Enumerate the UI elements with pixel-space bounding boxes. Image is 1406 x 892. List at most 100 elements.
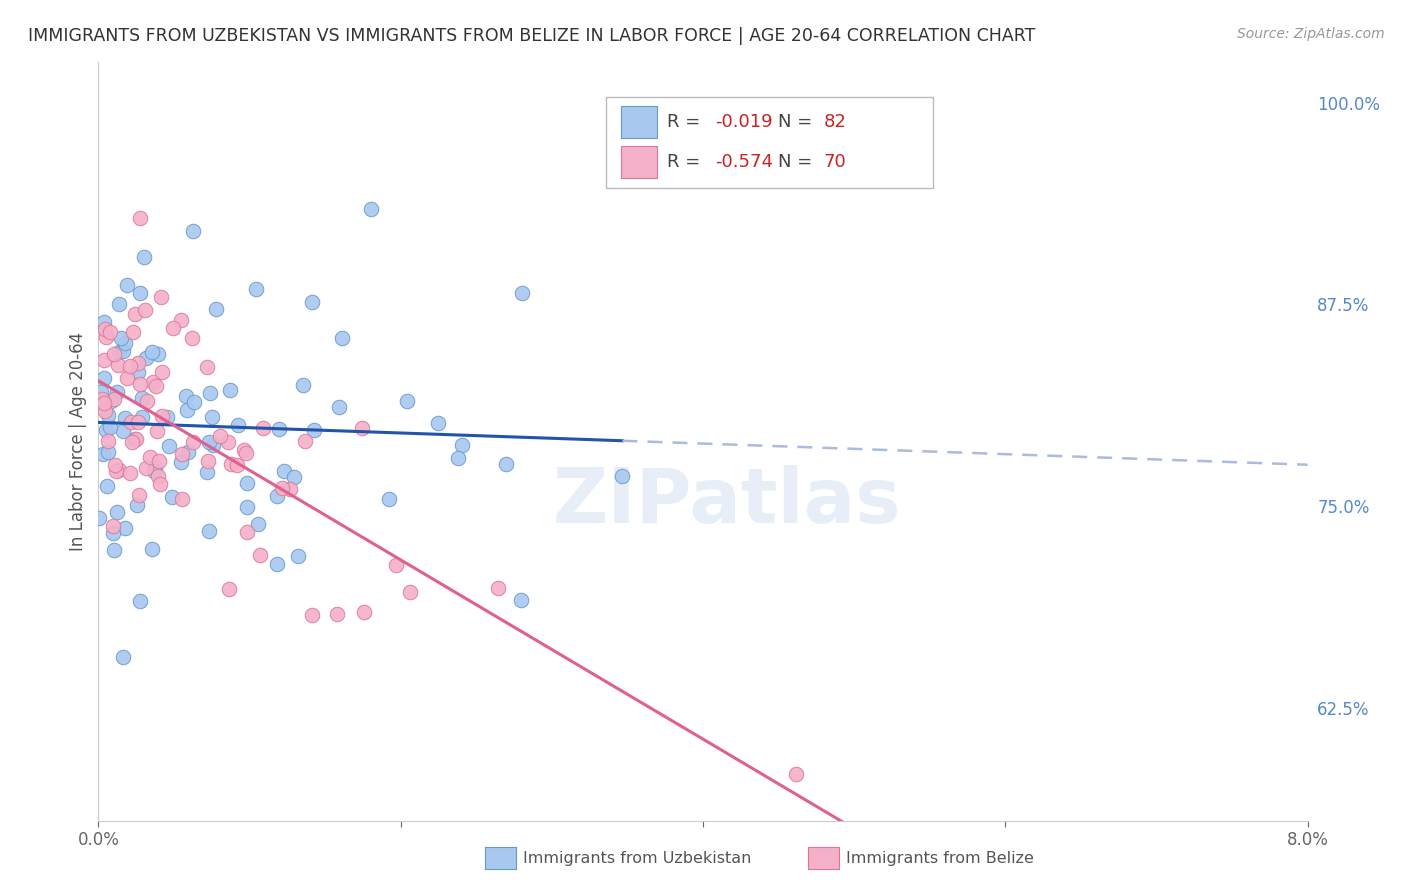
Point (131, 391, 153, 405)
Point (124, 433, 146, 447)
Point (105, 385, 128, 400)
Point (181, 331, 204, 345)
Point (246, 517, 269, 532)
Point (183, 395, 205, 409)
Point (249, 548, 271, 562)
Point (181, 224, 204, 238)
Point (148, 454, 170, 468)
Point (143, 460, 166, 475)
Point (245, 281, 267, 295)
Point (301, 608, 323, 623)
Point (170, 455, 193, 469)
Point (278, 482, 301, 496)
Text: -0.019: -0.019 (716, 113, 773, 131)
Point (111, 344, 134, 359)
Point (495, 458, 517, 472)
Point (195, 465, 218, 479)
Point (170, 313, 193, 327)
Point (108, 463, 131, 477)
Point (172, 492, 194, 507)
Point (198, 386, 221, 401)
Point (384, 558, 406, 572)
Point (201, 438, 224, 452)
Point (103, 346, 125, 360)
Point (127, 365, 149, 379)
Point (176, 402, 198, 417)
Point (101, 518, 124, 533)
Point (486, 581, 509, 595)
Point (291, 377, 314, 392)
Point (301, 295, 323, 310)
Point (129, 593, 152, 607)
Point (510, 286, 533, 301)
Point (103, 392, 125, 406)
Text: IMMIGRANTS FROM UZBEKISTAN VS IMMIGRANTS FROM BELIZE IN LABOR FORCE | AGE 20-64 : IMMIGRANTS FROM UZBEKISTAN VS IMMIGRANTS… (28, 27, 1035, 45)
Point (157, 439, 180, 453)
Point (217, 435, 239, 450)
Point (108, 297, 131, 311)
Point (121, 435, 143, 450)
Point (141, 345, 163, 359)
Point (93, 316, 115, 330)
Point (330, 331, 353, 345)
Point (129, 211, 152, 225)
Text: Immigrants from Belize: Immigrants from Belize (846, 851, 1035, 865)
Point (90, 384, 112, 399)
Point (105, 505, 128, 519)
Text: 82: 82 (824, 113, 846, 131)
Point (236, 476, 259, 491)
Point (117, 278, 139, 293)
Point (198, 524, 221, 539)
Point (294, 434, 316, 448)
Point (426, 417, 449, 431)
Point (160, 490, 183, 504)
Point (134, 303, 156, 318)
Point (218, 582, 240, 597)
Point (112, 424, 135, 438)
Point (205, 302, 228, 317)
Point (93, 404, 115, 418)
Point (236, 500, 259, 515)
Point (145, 379, 167, 393)
Point (174, 389, 197, 403)
Point (129, 377, 152, 392)
Point (135, 460, 157, 475)
Point (377, 492, 399, 507)
Text: R =: R = (666, 113, 706, 131)
Point (100, 325, 122, 339)
Point (124, 432, 146, 446)
Point (170, 447, 193, 461)
Point (94, 322, 117, 336)
Point (107, 358, 129, 372)
Point (150, 365, 173, 379)
FancyBboxPatch shape (606, 96, 932, 187)
Point (150, 409, 173, 423)
Point (270, 481, 292, 495)
Point (395, 394, 418, 409)
Point (114, 335, 136, 350)
Point (135, 393, 157, 408)
Point (447, 450, 470, 465)
Point (110, 331, 132, 345)
Text: 70: 70 (824, 153, 846, 171)
Point (96, 479, 118, 493)
Point (142, 463, 165, 477)
Point (181, 435, 204, 450)
Text: -0.574: -0.574 (716, 153, 773, 171)
Point (235, 446, 257, 460)
Point (304, 423, 326, 437)
Point (98, 420, 121, 434)
Point (104, 458, 127, 472)
Point (509, 593, 531, 607)
Point (129, 286, 152, 301)
Point (93, 396, 115, 410)
Point (197, 454, 219, 468)
Point (283, 470, 305, 484)
Point (118, 359, 141, 373)
Point (117, 371, 139, 385)
Point (122, 326, 145, 340)
Point (141, 541, 163, 556)
Text: R =: R = (666, 153, 706, 171)
Point (266, 557, 288, 571)
Point (451, 438, 474, 452)
